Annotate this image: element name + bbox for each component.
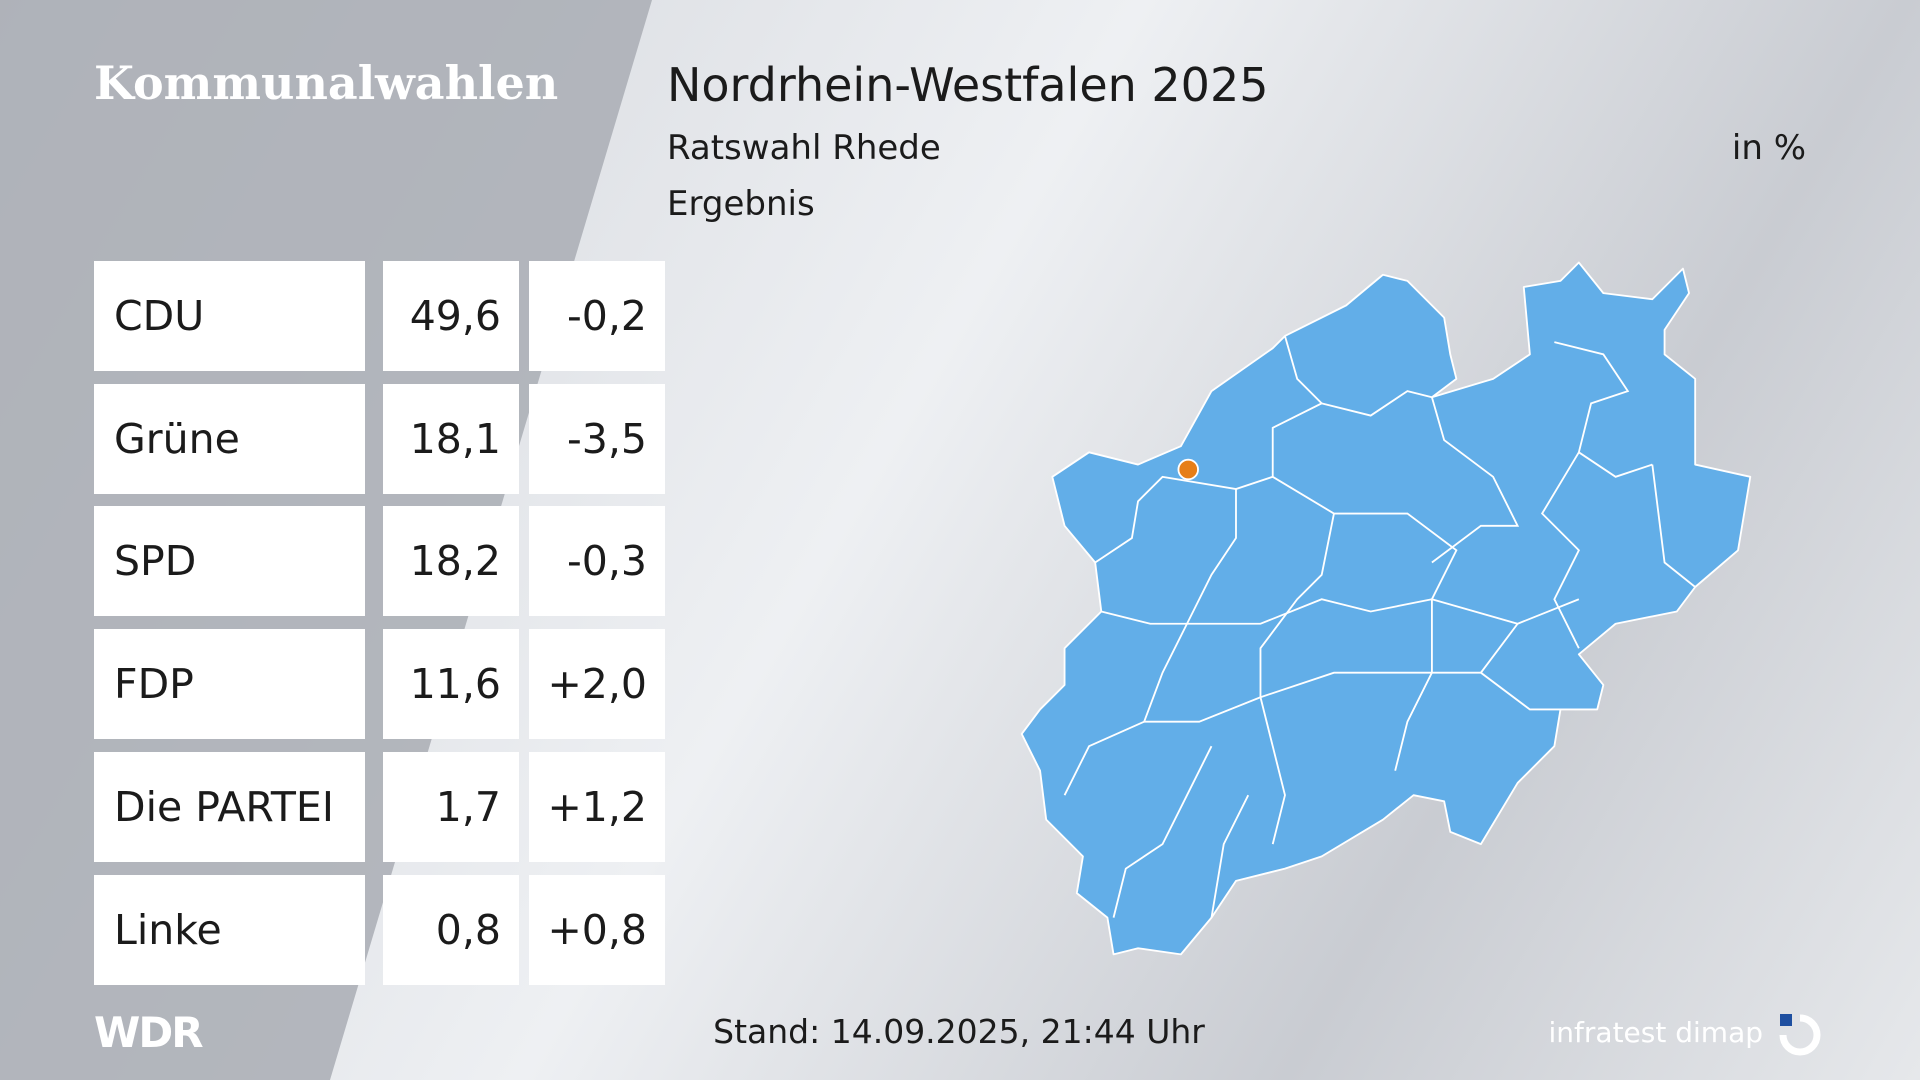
- party-name: SPD: [94, 506, 365, 617]
- source: infratest dimap: [1548, 1016, 1763, 1049]
- party-name: Linke: [94, 874, 365, 985]
- party-name: CDU: [94, 261, 365, 371]
- source-logo: [1779, 1014, 1821, 1056]
- party-change: -0,3: [529, 506, 665, 617]
- party-name: Die PARTEI: [94, 751, 365, 862]
- party-change: -3,5: [529, 383, 665, 494]
- party-name: Grüne: [94, 383, 365, 494]
- timestamp: Stand: 14.09.2025, 21:44 Uhr: [713, 1012, 1205, 1051]
- party-change: +1,2: [529, 751, 665, 862]
- party-change: +2,0: [529, 629, 665, 740]
- party-result: 18,2: [383, 506, 519, 617]
- party-name: FDP: [94, 629, 365, 740]
- status-label: Ergebnis: [667, 184, 815, 224]
- party-change: -0,2: [529, 261, 665, 371]
- location-marker: [1177, 458, 1199, 481]
- unit-label: in %: [1731, 128, 1806, 168]
- party-result: 49,6: [383, 261, 519, 371]
- logo: WDR: [94, 1008, 204, 1057]
- section-label: Kommunalwahlen: [94, 56, 559, 110]
- title: Nordrhein-Westfalen 2025: [667, 58, 1269, 112]
- nrw-map: [1020, 261, 1752, 956]
- party-result: 0,8: [383, 874, 519, 985]
- party-result: 11,6: [383, 629, 519, 740]
- subtitle: Ratswahl Rhede: [667, 128, 941, 168]
- district-borders: [1063, 335, 1696, 918]
- party-result: 1,7: [383, 751, 519, 862]
- party-result: 18,1: [383, 383, 519, 494]
- party-change: +0,8: [529, 874, 665, 985]
